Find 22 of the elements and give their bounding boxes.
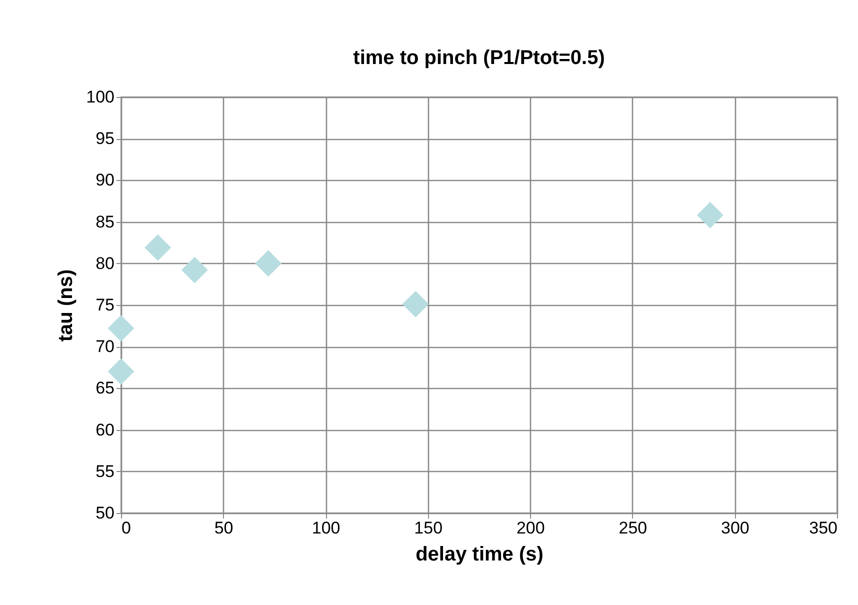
y-tick-label: 55 — [96, 462, 114, 481]
y-tick-label: 75 — [96, 296, 114, 314]
y-tick-label: 100 — [86, 88, 114, 106]
y-tick-label: 90 — [96, 170, 114, 190]
y-tick-label: 50 — [96, 504, 114, 522]
y-tick-label: 70 — [96, 337, 114, 356]
x-tick-label: 200 — [516, 518, 545, 538]
y-tick-label: 60 — [96, 420, 114, 440]
y-tick-label: 80 — [96, 254, 114, 273]
y-tick-label: 85 — [96, 212, 114, 232]
y-tick-label: 65 — [96, 378, 114, 398]
y-tick-label: 95 — [96, 129, 114, 148]
x-tick-label: 50 — [214, 518, 234, 538]
x-axis-title: delay time (s) — [416, 544, 544, 566]
x-tick-label: 300 — [721, 518, 750, 538]
y-axis-title: tau (ns) — [55, 269, 78, 342]
chart-title: time to pinch (P1/Ptot=0.5) — [353, 47, 605, 69]
x-tick-label: 100 — [312, 518, 340, 538]
x-tick-label: 350 — [809, 518, 838, 538]
x-tick-label: 0 — [122, 518, 131, 538]
x-tick-label: 250 — [618, 518, 648, 538]
x-tick-label: 150 — [414, 518, 443, 538]
